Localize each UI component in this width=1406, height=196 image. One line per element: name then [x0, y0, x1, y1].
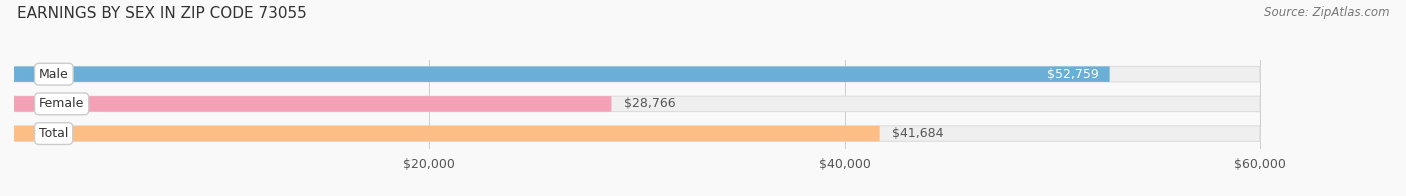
Text: Total: Total	[39, 127, 69, 140]
FancyBboxPatch shape	[14, 96, 612, 112]
Text: Female: Female	[39, 97, 84, 110]
FancyBboxPatch shape	[14, 126, 1260, 141]
Text: EARNINGS BY SEX IN ZIP CODE 73055: EARNINGS BY SEX IN ZIP CODE 73055	[17, 6, 307, 21]
FancyBboxPatch shape	[14, 66, 1109, 82]
Text: $52,759: $52,759	[1047, 68, 1099, 81]
Text: $28,766: $28,766	[624, 97, 675, 110]
Text: $41,684: $41,684	[893, 127, 943, 140]
FancyBboxPatch shape	[14, 126, 880, 141]
FancyBboxPatch shape	[14, 66, 1260, 82]
Text: Male: Male	[39, 68, 69, 81]
FancyBboxPatch shape	[14, 96, 1260, 112]
Text: Source: ZipAtlas.com: Source: ZipAtlas.com	[1264, 6, 1389, 19]
